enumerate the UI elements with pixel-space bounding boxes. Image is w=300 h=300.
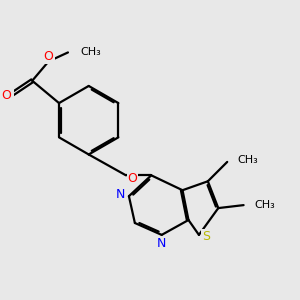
Text: CH₃: CH₃ [254, 200, 275, 210]
Text: CH₃: CH₃ [80, 47, 101, 57]
Text: O: O [44, 50, 53, 62]
Text: CH₃: CH₃ [238, 155, 258, 165]
Text: S: S [202, 230, 210, 243]
Text: O: O [128, 172, 137, 185]
Text: N: N [157, 237, 166, 250]
Text: O: O [2, 89, 11, 102]
Text: N: N [116, 188, 125, 201]
